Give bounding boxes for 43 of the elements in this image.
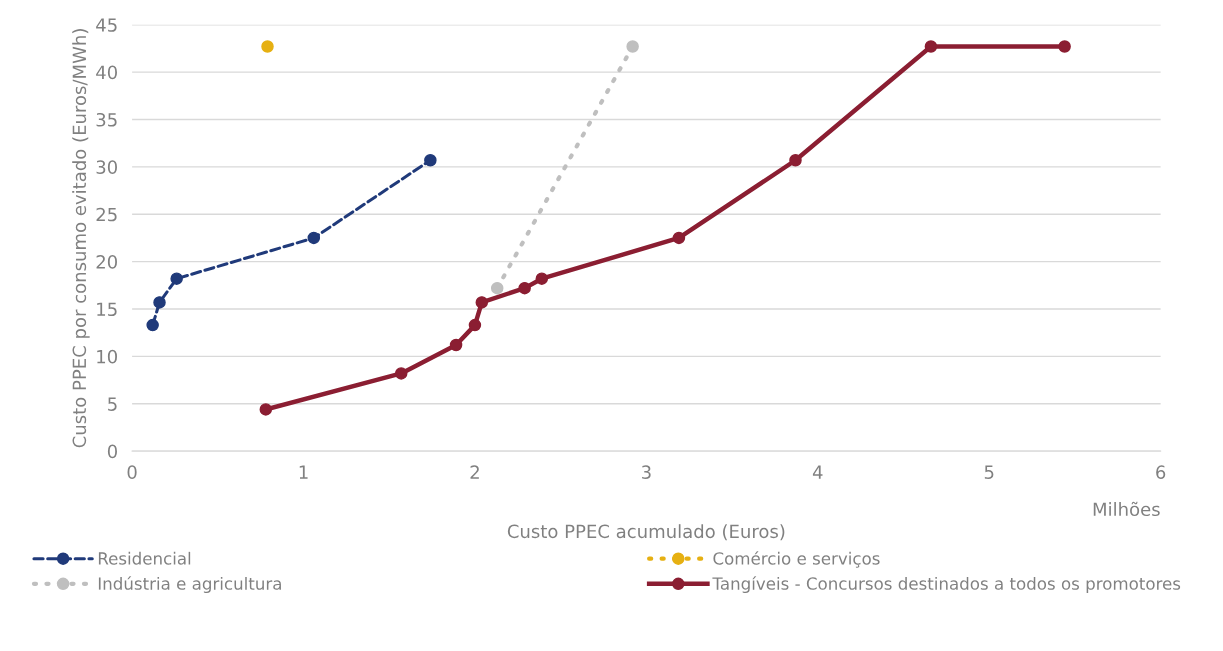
y-tick-label: 30 bbox=[96, 160, 117, 174]
y-tick-label: 5 bbox=[108, 397, 117, 411]
legend-label: Tangíveis - Concursos destinados a todos os promotores bbox=[712, 576, 1181, 594]
point bbox=[468, 318, 482, 332]
y-tick-label: 10 bbox=[97, 349, 117, 364]
point bbox=[475, 296, 489, 309]
text: Milhões bbox=[1093, 501, 1160, 517]
x-tick-label: 2 bbox=[470, 465, 479, 479]
y-tick-label: 25 bbox=[96, 207, 117, 222]
point bbox=[490, 281, 504, 295]
point bbox=[394, 367, 408, 380]
point bbox=[518, 281, 531, 295]
point bbox=[924, 40, 938, 53]
x-tick-label: 3 bbox=[641, 465, 651, 480]
y-tick-label: 20 bbox=[96, 255, 117, 269]
legend-label: Residencial bbox=[98, 551, 191, 565]
y-tick-label: 0 bbox=[107, 444, 117, 459]
point bbox=[626, 40, 639, 53]
x-tick-label: 0 bbox=[127, 465, 137, 480]
x-axis-title: Custo PPEC acumulado (Euros) bbox=[507, 524, 785, 541]
point bbox=[170, 272, 183, 285]
y-axis-title: Custo PPEC por consumo evitado (Euros/MWh) bbox=[72, 29, 90, 448]
legend-label: Indústria e agricultura bbox=[98, 576, 281, 594]
x-tick-label: 6 bbox=[1156, 465, 1166, 480]
x-tick-label: 1 bbox=[299, 465, 308, 479]
y-tick-label: 35 bbox=[96, 112, 117, 127]
point bbox=[789, 153, 802, 167]
point bbox=[153, 296, 166, 309]
y-tick-label: 15 bbox=[97, 302, 117, 317]
point bbox=[1058, 40, 1071, 53]
y-tick-label: 45 bbox=[96, 18, 117, 32]
legend-label: Comércio e serviços bbox=[713, 551, 880, 568]
point bbox=[146, 318, 159, 332]
point bbox=[449, 338, 463, 352]
point bbox=[261, 40, 274, 53]
point bbox=[307, 231, 321, 245]
point bbox=[672, 231, 686, 245]
point bbox=[535, 272, 549, 285]
point bbox=[259, 403, 273, 416]
x-tick-label: 5 bbox=[984, 465, 994, 480]
point bbox=[424, 153, 437, 167]
x-tick-label: 4 bbox=[812, 465, 823, 479]
y-tick-label: 40 bbox=[96, 65, 117, 80]
